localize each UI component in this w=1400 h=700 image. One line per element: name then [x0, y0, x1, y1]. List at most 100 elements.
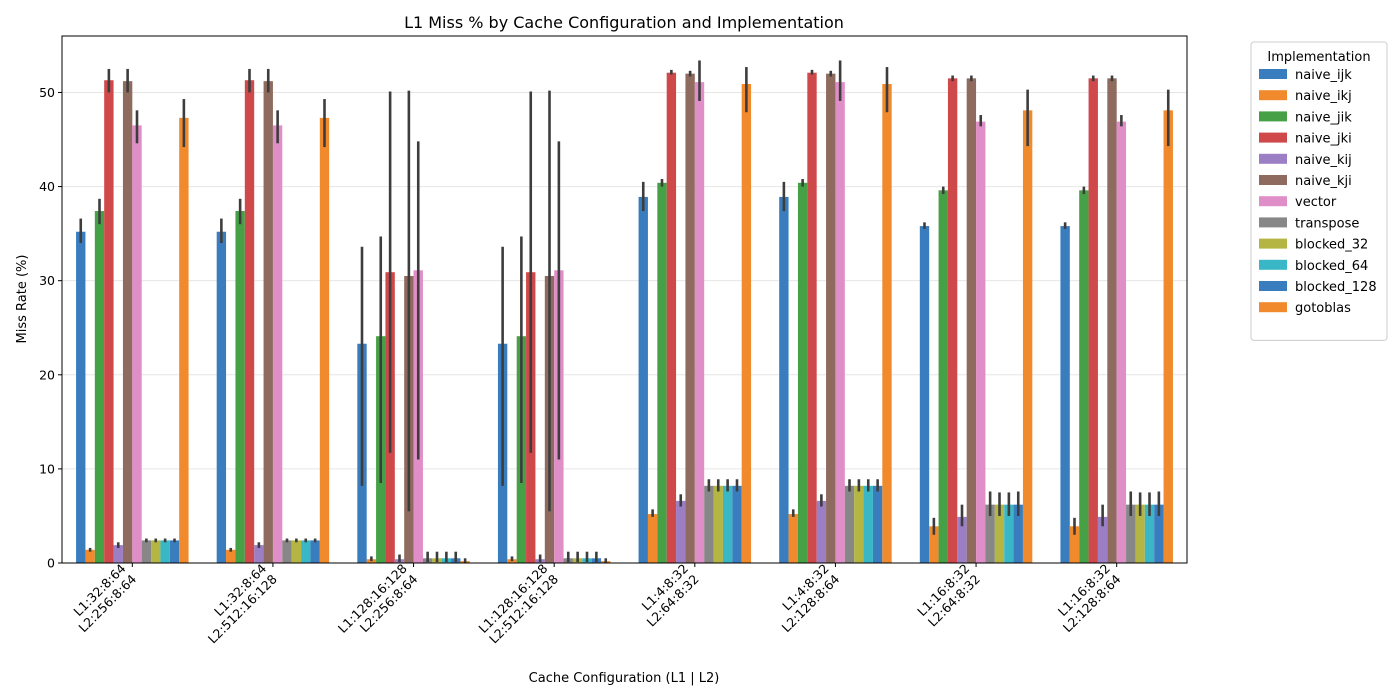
bar-gotoblas-7 [1163, 110, 1173, 564]
bar-blocked_32-4 [713, 485, 723, 563]
bar-blocked_32-7 [1135, 504, 1145, 563]
y-axis: 0 10 20 30 40 50 [39, 85, 62, 571]
bar-blocked_32-0 [151, 540, 161, 563]
legend-label-gotoblas: gotoblas [1295, 301, 1351, 316]
legend-swatch-blocked_64 [1259, 259, 1287, 270]
bar-naive_kji-0 [122, 81, 133, 564]
bar-naive_jik-1 [235, 211, 245, 563]
legend-label-naive_kji: naive_kji [1295, 174, 1352, 189]
legend-swatch-naive_ikj [1259, 90, 1287, 101]
error-bars [79, 60, 1170, 563]
bar-naive_jki-6 [947, 78, 958, 564]
legend-label-naive_ijk: naive_ijk [1295, 68, 1352, 83]
legend-swatch-naive_kij [1259, 153, 1287, 164]
bar-transpose-0 [141, 540, 152, 563]
bar-gotoblas-4 [741, 83, 752, 564]
bar-naive_kij-6 [957, 516, 967, 563]
bar-naive_ikj-5 [788, 514, 798, 563]
bar-naive_ijk-1 [216, 231, 227, 563]
bar-naive_jik-6 [938, 190, 948, 564]
y-tick-label: 20 [39, 367, 55, 382]
bar-transpose-5 [844, 485, 855, 563]
bar-naive_ijk-5 [779, 196, 789, 563]
bar-vector-6 [976, 121, 986, 563]
y-axis-label: Miss Rate (%) [15, 255, 30, 344]
bar-naive_ijk-4 [638, 196, 648, 563]
bar-naive_jki-1 [244, 80, 255, 564]
bar-blocked_128-7 [1154, 504, 1164, 563]
y-tick-label: 0 [47, 556, 55, 571]
bar-transpose-4 [704, 485, 714, 563]
plot-frame [61, 35, 1188, 564]
y-tick-label: 30 [39, 273, 55, 288]
x-axis-label: Cache Configuration (L1 | L2) [529, 671, 720, 686]
bars [76, 72, 1173, 564]
y-tick-label: 40 [39, 179, 55, 194]
bar-naive_ijk-0 [76, 231, 86, 563]
bar-transpose-7 [1126, 504, 1136, 563]
bar-naive_ikj-4 [647, 514, 658, 563]
legend-swatch-vector [1259, 196, 1287, 207]
bar-naive_ikj-0 [85, 549, 95, 563]
legend-label-blocked_32: blocked_32 [1295, 238, 1368, 253]
bar-naive_kji-7 [1107, 78, 1117, 564]
bar-gotoblas-0 [179, 117, 189, 563]
legend-swatch-transpose [1259, 217, 1287, 228]
legend-box [1250, 41, 1388, 341]
y-gridlines [62, 91, 1187, 470]
bar-naive_kij-7 [1097, 516, 1108, 563]
bar-blocked_64-1 [301, 540, 311, 563]
bar-naive_ijk-7 [1060, 226, 1070, 563]
bar-naive_jki-4 [666, 72, 677, 563]
bar-naive_jik-7 [1079, 190, 1089, 564]
bar-naive_kij-0 [113, 545, 123, 563]
bar-naive_jki-0 [104, 80, 114, 564]
legend-label-naive_jik: naive_jik [1295, 110, 1352, 125]
bar-blocked_32-1 [291, 540, 302, 563]
y-tick-label: 50 [39, 85, 55, 100]
bar-vector-7 [1116, 121, 1127, 563]
bar-naive_jik-0 [94, 211, 105, 563]
bar-naive_kij-4 [676, 500, 686, 563]
legend-label-transpose: transpose [1295, 216, 1359, 231]
legend-label-blocked_64: blocked_64 [1295, 259, 1368, 274]
bar-gotoblas-1 [319, 117, 330, 563]
bar-naive_kij-1 [254, 545, 264, 563]
bar-transpose-6 [985, 504, 995, 563]
legend-label-naive_jki: naive_jki [1295, 132, 1352, 147]
bar-blocked_64-4 [722, 485, 733, 563]
bar-blocked_64-0 [160, 540, 170, 563]
bar-naive_jik-4 [657, 182, 667, 564]
bar-naive_kij-5 [816, 500, 827, 563]
bar-vector-4 [694, 82, 705, 564]
bar-blocked_64-7 [1144, 504, 1155, 563]
bar-blocked_32-5 [854, 485, 864, 563]
legend-swatch-blocked_128 [1259, 281, 1287, 291]
bar-naive_jki-5 [807, 72, 817, 563]
bar-vector-1 [272, 125, 283, 563]
bar-naive_ikj-6 [929, 526, 939, 563]
bar-blocked_64-5 [863, 485, 873, 563]
legend-label-blocked_128: blocked_128 [1295, 280, 1377, 295]
bar-naive_ikj-1 [226, 549, 236, 563]
bar-naive_ikj-7 [1069, 526, 1080, 563]
legend-title: Implementation [1267, 50, 1370, 65]
bar-naive_jki-7 [1088, 78, 1098, 564]
bar-naive_kji-6 [966, 78, 977, 564]
legend-label-naive_kij: naive_kij [1295, 153, 1352, 168]
chart-title: L1 Miss % by Cache Configuration and Imp… [404, 13, 844, 32]
bar-vector-5 [835, 82, 845, 564]
legend-label-naive_ikj: naive_ikj [1295, 89, 1352, 104]
bar-gotoblas-6 [1022, 110, 1033, 564]
bar-naive_kji-4 [685, 73, 695, 564]
